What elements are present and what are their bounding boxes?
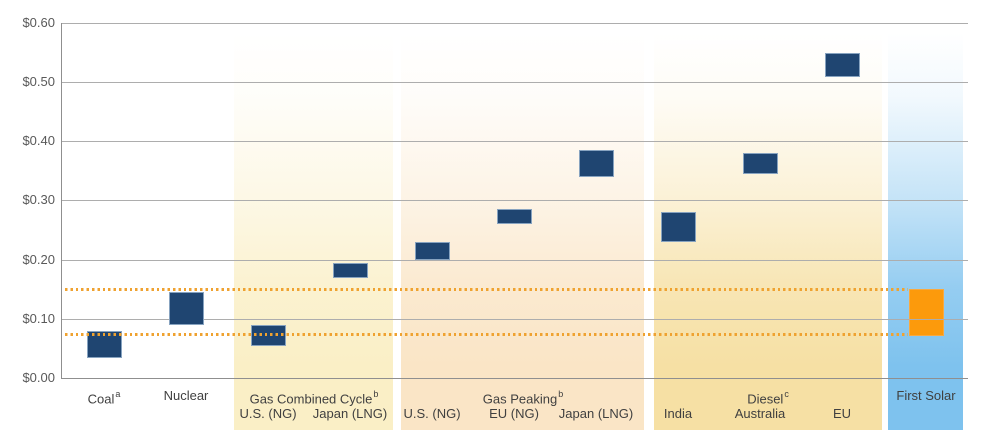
- range-bar-first-solar: [909, 289, 944, 336]
- item-label-eu: EU: [832, 406, 852, 421]
- group-label-diesel: Dieselc: [648, 388, 888, 406]
- y-axis-tick-label: $0.10: [22, 311, 55, 326]
- item-label-eu-ng: EU (NG): [489, 406, 539, 421]
- range-bar-diesel-india: [661, 212, 696, 242]
- range-bar-gas-combined-cycle-japan-lng: [333, 263, 368, 278]
- y-axis-line: [61, 23, 62, 379]
- item-label-japan-lng: Japan (LNG): [558, 406, 634, 421]
- item-label-australia: Australia: [734, 406, 786, 421]
- y-axis-tick-label: $0.20: [22, 252, 55, 267]
- y-axis-tick-label: $0.60: [22, 15, 55, 30]
- group-label-coal: Coala: [0, 388, 224, 406]
- item-label-u-s-ng: U.S. (NG): [239, 406, 297, 421]
- gridline-0.50: [61, 82, 968, 83]
- y-axis-tick-label: $0.50: [22, 74, 55, 89]
- footnote-marker: b: [558, 389, 564, 399]
- item-label-u-s-ng: U.S. (NG): [403, 406, 461, 421]
- y-axis-tick-label: $0.30: [22, 192, 55, 207]
- range-bar-diesel-eu: [825, 53, 860, 77]
- group-label-nuclear: Nuclear: [66, 388, 306, 403]
- gridline-0.30: [61, 200, 968, 201]
- item-label-india: India: [663, 406, 693, 421]
- group-label-gas-combined-cycle: Gas Combined Cycleb: [194, 388, 434, 406]
- reference-line-0.15: [65, 288, 908, 291]
- group-label-text: Gas Combined Cycle: [249, 391, 373, 407]
- y-axis-tick-label: $0.00: [22, 370, 55, 385]
- group-label-first-solar: First Solar: [806, 388, 981, 403]
- gridline-0.20: [61, 260, 968, 261]
- band-gas-peaking: [401, 33, 644, 430]
- range-bar-nuclear: [169, 292, 204, 325]
- range-bar-gas-peaking-eu-ng: [497, 209, 532, 224]
- group-label-text: Gas Peaking: [482, 391, 558, 407]
- band-first-solar: [888, 33, 963, 430]
- band-gas-combined-cycle: [234, 33, 393, 430]
- footnote-marker: a: [115, 389, 121, 399]
- footnote-marker: b: [373, 389, 379, 399]
- group-label-text: First Solar: [896, 388, 956, 403]
- item-label-japan-lng: Japan (LNG): [312, 406, 388, 421]
- group-label-text: Coal: [87, 391, 115, 407]
- group-label-text: Nuclear: [163, 388, 209, 403]
- footnote-marker: c: [784, 389, 789, 399]
- group-label-gas-peaking: Gas Peakingb: [403, 388, 643, 406]
- gridline-0.40: [61, 141, 968, 142]
- gridline-0.10: [61, 319, 968, 320]
- range-bar-gas-peaking-u-s-ng: [415, 242, 450, 260]
- range-bar-gas-peaking-japan-lng: [579, 150, 614, 177]
- gridline-0.60: [61, 23, 968, 24]
- y-axis-tick-label: $0.40: [22, 133, 55, 148]
- range-bar-diesel-australia: [743, 153, 778, 174]
- reference-line-0.075: [65, 333, 908, 336]
- group-label-text: Diesel: [747, 391, 784, 407]
- gridline-0.00: [61, 378, 968, 379]
